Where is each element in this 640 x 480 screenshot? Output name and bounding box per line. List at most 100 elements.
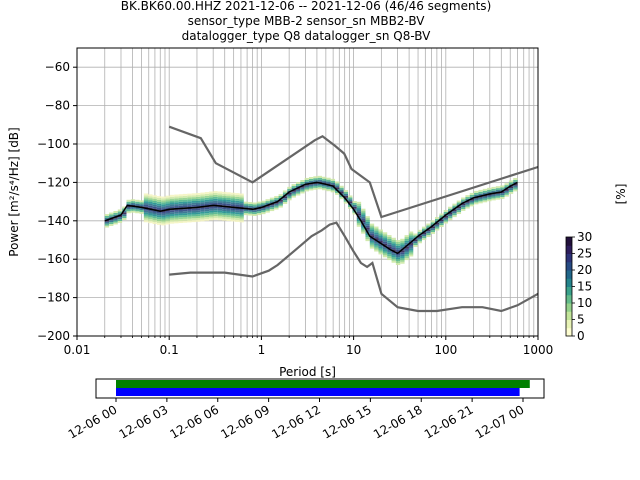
- heatmap-cell: [508, 180, 514, 183]
- heatmap-cell: [200, 194, 205, 197]
- heatmap-cell: [148, 198, 153, 201]
- heatmap-cell: [174, 198, 179, 201]
- heatmap-cell: [387, 237, 392, 239]
- heatmap-cell: [252, 204, 257, 207]
- heatmap-cell: [322, 186, 327, 189]
- heatmap-cell: [382, 255, 388, 258]
- heatmap-cell: [356, 213, 362, 216]
- heatmap-cell: [187, 212, 192, 215]
- heatmap-cell: [256, 203, 262, 206]
- heatmap-cell: [152, 202, 157, 205]
- heatmap-cell: [504, 194, 509, 197]
- heatmap-cell: [313, 178, 318, 181]
- heatmap-cell: [365, 233, 370, 236]
- heatmap-cell: [226, 211, 231, 214]
- heatmap-cell: [500, 185, 505, 188]
- heatmap-cell: [448, 212, 453, 215]
- heatmap-cell: [317, 187, 323, 190]
- heatmap-cell: [213, 210, 218, 213]
- heatmap-cell: [348, 195, 353, 198]
- heatmap-cell: [304, 181, 309, 184]
- heatmap-cell: [191, 208, 197, 211]
- heatmap-cell: [204, 209, 210, 212]
- heatmap-cell: [152, 218, 157, 221]
- timeline-tick-label: 12-06 18: [371, 402, 425, 441]
- heatmap-cell: [382, 238, 388, 241]
- heatmap-cell: [178, 215, 183, 218]
- heatmap-cell: [261, 208, 266, 211]
- heatmap-cell: [482, 188, 488, 191]
- heatmap-cell: [191, 199, 197, 202]
- heatmap-cell: [235, 198, 240, 201]
- heatmap-cell: [126, 211, 131, 214]
- heatmap-cell: [378, 244, 383, 247]
- heatmap-cell: [196, 194, 201, 197]
- heatmap-cell: [282, 198, 288, 201]
- heatmap-cell: [152, 212, 157, 215]
- heatmap-cell: [443, 221, 449, 224]
- heatmap-cell: [117, 213, 123, 216]
- heatmap-cell: [426, 235, 431, 238]
- heatmap-cell: [500, 193, 505, 196]
- heatmap-cell: [287, 198, 292, 201]
- heatmap-cell: [230, 198, 236, 201]
- heatmap-cell: [230, 192, 236, 195]
- heatmap-cell: [278, 194, 283, 197]
- heatmap-cell: [187, 203, 192, 206]
- heatmap-cell: [452, 213, 457, 216]
- heatmap-cell: [408, 233, 414, 236]
- heatmap-cell: [426, 223, 431, 226]
- heatmap-cell: [261, 200, 266, 203]
- heatmap-cell: [408, 254, 414, 257]
- heatmap-cell: [482, 200, 488, 203]
- heatmap-cell: [421, 232, 427, 235]
- heatmap-cell: [200, 219, 205, 222]
- heatmap-cell: [356, 201, 362, 204]
- heatmap-cell: [404, 237, 409, 239]
- heatmap-cell: [352, 202, 357, 205]
- heatmap-cell: [369, 223, 375, 226]
- heatmap-cell: [169, 202, 175, 205]
- heatmap-cell: [161, 219, 166, 222]
- heatmap-cell: [513, 179, 518, 182]
- heatmap-cell: [282, 190, 288, 193]
- heatmap-cell: [504, 190, 509, 193]
- title-line: BK.BK60.00.HHZ 2021-12-06 -- 2021-12-06 …: [121, 0, 492, 13]
- heatmap-cell: [182, 213, 188, 216]
- heatmap-cell: [156, 199, 162, 202]
- heatmap-cell: [426, 225, 431, 228]
- heatmap-cell: [395, 263, 401, 266]
- heatmap-cell: [478, 193, 483, 196]
- heatmap-cell: [143, 218, 149, 221]
- heatmap-cell: [248, 204, 253, 206]
- heatmap-cell: [374, 230, 379, 233]
- colorbar-tick-label: 0: [577, 329, 585, 343]
- heatmap-cell: [317, 185, 323, 188]
- heatmap-cell: [161, 206, 166, 209]
- y-tick-label: −180: [37, 291, 70, 305]
- heatmap-cell: [317, 175, 323, 178]
- heatmap-cell: [408, 252, 414, 255]
- heatmap-cell: [139, 208, 144, 210]
- heatmap-cell: [369, 246, 375, 249]
- heatmap-cell: [235, 195, 240, 197]
- series-mean: [104, 181, 518, 255]
- heatmap-cell: [448, 214, 453, 217]
- heatmap-cell: [156, 219, 162, 222]
- heatmap-cell: [378, 239, 383, 241]
- heatmap-cell: [169, 200, 175, 203]
- heatmap-cell: [230, 202, 236, 205]
- heatmap-cell: [165, 216, 170, 219]
- heatmap-cell: [161, 198, 166, 201]
- title-line: datalogger_type Q8 datalogger_sn Q8-BV: [182, 29, 432, 43]
- heatmap-cell: [230, 209, 236, 212]
- x-tick-label: 0.1: [160, 343, 179, 357]
- heatmap-cell: [395, 241, 401, 244]
- heatmap-cell: [196, 202, 201, 205]
- heatmap-cell: [191, 201, 197, 203]
- heatmap-cell: [421, 238, 427, 241]
- heatmap-cell: [196, 217, 201, 220]
- heatmap-cell: [178, 221, 183, 224]
- heatmap-cell: [126, 201, 131, 204]
- heatmap-cell: [161, 217, 166, 220]
